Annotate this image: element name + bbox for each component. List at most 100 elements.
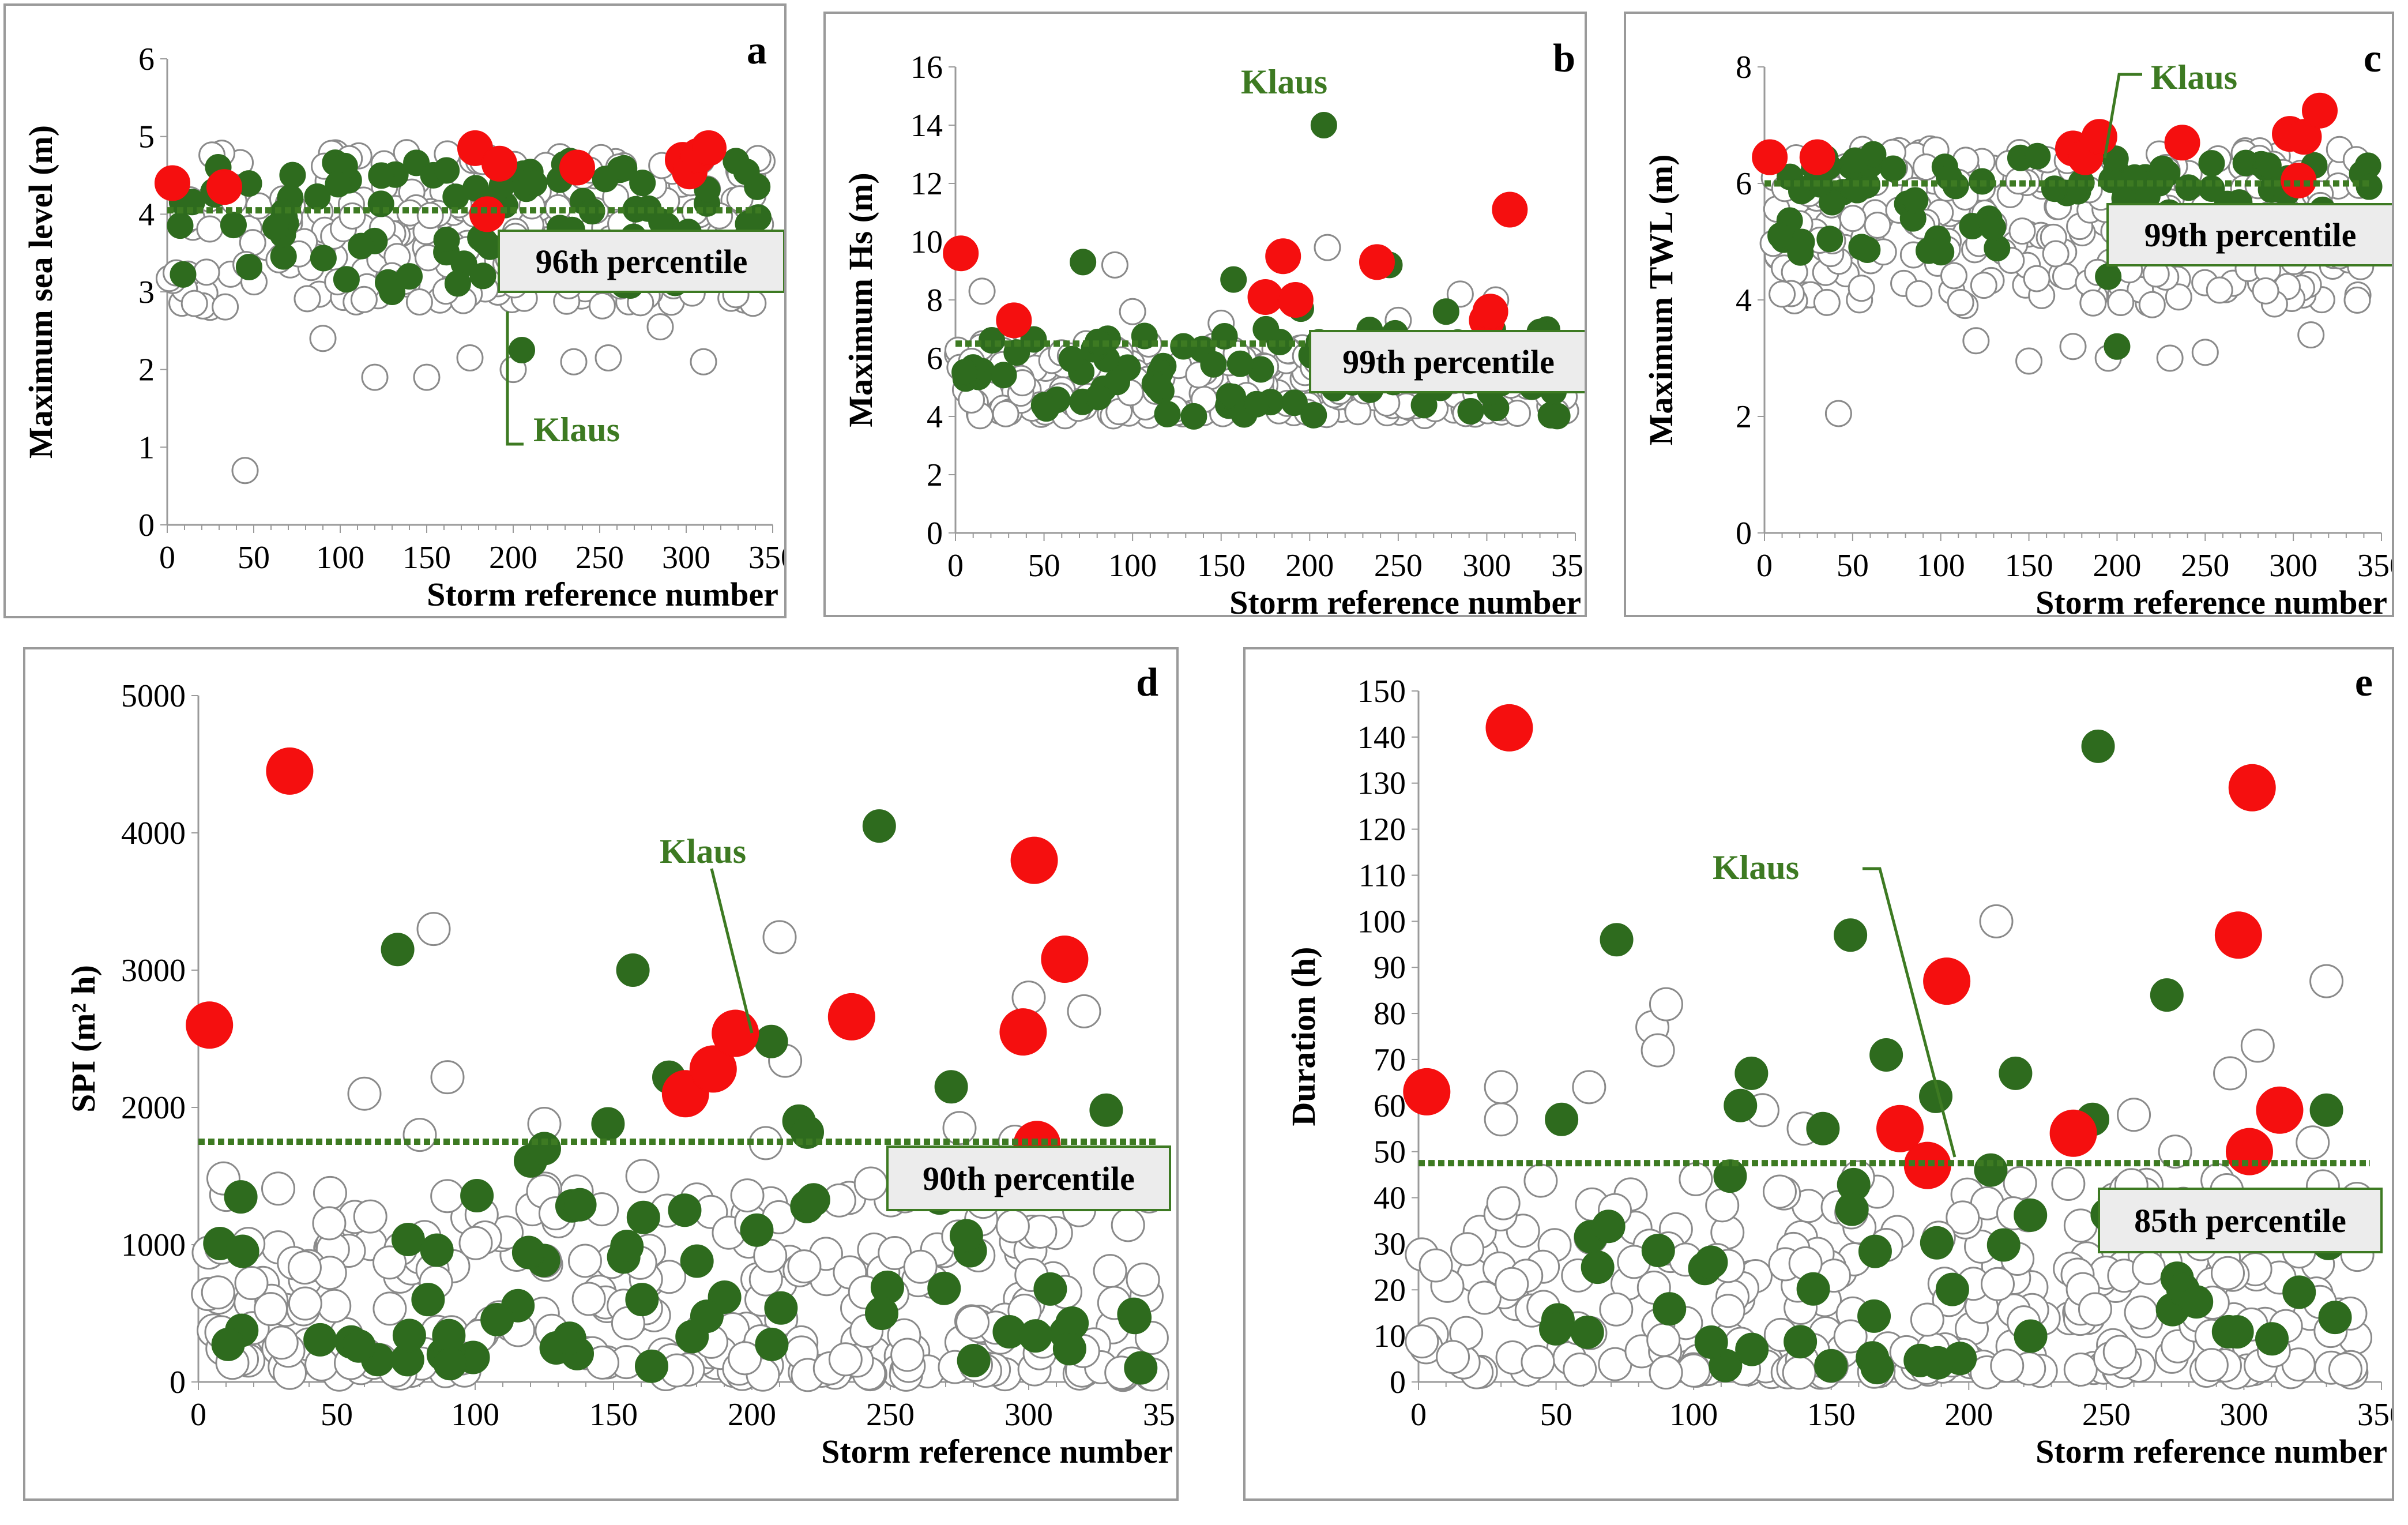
data-point-green [740, 1213, 774, 1247]
y-tick-label: 6 [927, 341, 943, 377]
klaus-leader-line [1863, 867, 1956, 1158]
data-point-grey [212, 293, 239, 321]
y-tick-label: 10 [910, 224, 943, 260]
data-point-grey [1813, 288, 1841, 316]
data-point-grey [2191, 339, 2219, 366]
data-point-grey [1314, 234, 1341, 261]
chart-c: 0 2 4 6 8 0 50 100 150 200 250 300 350Storm referenc… [1642, 36, 2392, 615]
y-tick-label: 70 [1374, 1042, 1406, 1078]
data-point-red [2049, 1109, 2097, 1157]
data-point-grey [890, 1338, 925, 1372]
data-point-red [1277, 282, 1314, 318]
y-tick-label: 12 [910, 166, 943, 202]
data-point-green [2104, 333, 2131, 360]
data-point-green [552, 1321, 586, 1355]
data-point-green [167, 212, 194, 239]
y-tick-label: 0 [927, 516, 943, 551]
data-point-green [2175, 174, 2202, 201]
data-point-grey [373, 1291, 407, 1326]
x-tick-label: 200 [1285, 548, 1334, 584]
points-layer [155, 130, 777, 484]
data-point-green [310, 245, 337, 272]
data-point-red [2214, 911, 2262, 959]
data-point-green [1089, 1093, 1123, 1127]
data-point-grey [313, 1175, 347, 1210]
x-tick-label: 150 [402, 540, 451, 576]
data-point-grey [690, 348, 717, 375]
y-tick-label: 80 [1374, 996, 1406, 1032]
data-point-grey [2296, 1125, 2330, 1160]
chart-a: 0 1 2 3 4 5 6 0 50 100 150 200 250 300 350Storm refere… [22, 28, 784, 613]
data-point-red [1472, 294, 1508, 330]
data-point-grey [1641, 1033, 1675, 1068]
y-axis-label: Maximum TWL (m) [1642, 155, 1680, 446]
data-point-grey [1521, 1344, 1555, 1379]
data-point-grey [456, 344, 484, 371]
data-point-grey [2051, 1166, 2086, 1201]
data-point-green [433, 1347, 467, 1381]
data-point-grey [1905, 280, 1933, 307]
data-point-grey [1649, 987, 1683, 1021]
data-point-grey [2003, 1166, 2037, 1200]
data-point-green [1854, 236, 1881, 264]
x-tick-label: 250 [866, 1397, 915, 1433]
y-tick-label: 140 [1357, 720, 1406, 756]
x-tick-label: 300 [662, 540, 710, 576]
x-tick-label: 100 [1669, 1397, 1718, 1433]
data-point-green [2121, 164, 2148, 191]
data-point-grey [853, 1166, 888, 1201]
data-point-grey [595, 344, 622, 371]
y-tick-label: 14 [910, 108, 943, 144]
data-point-grey [1101, 251, 1128, 279]
data-point-green [2014, 1198, 2048, 1232]
data-point-green [2198, 150, 2225, 177]
data-point-green [927, 1271, 961, 1305]
data-point-green [333, 266, 360, 293]
data-point-grey [995, 1209, 1030, 1244]
data-point-green [1033, 395, 1060, 422]
data-point-grey [2063, 1352, 2098, 1387]
data-point-grey [416, 912, 451, 946]
data-point-green [1180, 403, 1207, 430]
data-point-red [186, 1001, 234, 1049]
data-point-green [634, 1349, 668, 1383]
data-point-grey [1486, 1186, 1521, 1220]
data-point-green [1796, 1272, 1830, 1306]
x-tick-label: 350 [2357, 1397, 2392, 1433]
y-tick-label: 0 [1736, 516, 1752, 551]
data-point-green [1842, 147, 1869, 174]
x-tick-label: 350 [2357, 548, 2392, 584]
data-point-green [1539, 1312, 1573, 1346]
y-tick-label: 90 [1374, 950, 1406, 986]
klaus-label: Klaus [2151, 58, 2237, 96]
data-point-red [155, 165, 190, 201]
data-point-grey [430, 1179, 465, 1214]
x-tick-label: 0 [190, 1397, 206, 1433]
data-point-grey [2102, 1335, 2137, 1369]
data-point-grey [1436, 1340, 1470, 1374]
data-point-green [1144, 374, 1171, 401]
data-point-green [396, 263, 423, 290]
data-point-grey [317, 1289, 352, 1323]
percentile-box [1309, 330, 1585, 393]
data-point-green [392, 1319, 426, 1353]
data-point-grey [294, 285, 321, 313]
data-point-red [481, 145, 517, 182]
data-point-red [1403, 1068, 1451, 1115]
data-point-red [469, 196, 505, 232]
data-point-grey [2008, 217, 2036, 245]
data-point-grey [2132, 1250, 2166, 1285]
data-point-grey [1947, 288, 1974, 316]
data-point-green [1243, 390, 1270, 418]
data-point-green [625, 1283, 659, 1317]
data-point-grey [353, 1199, 387, 1234]
data-point-grey [287, 1250, 322, 1285]
data-point-grey [2252, 277, 2279, 305]
y-tick-label: 5000 [121, 678, 186, 714]
data-point-grey [1782, 1355, 1816, 1390]
data-point-red [1359, 244, 1395, 280]
data-point-grey [2078, 1292, 2112, 1327]
data-point-grey [2156, 344, 2184, 372]
klaus-label: Klaus [1713, 848, 1799, 887]
data-point-grey [1946, 1200, 1980, 1235]
